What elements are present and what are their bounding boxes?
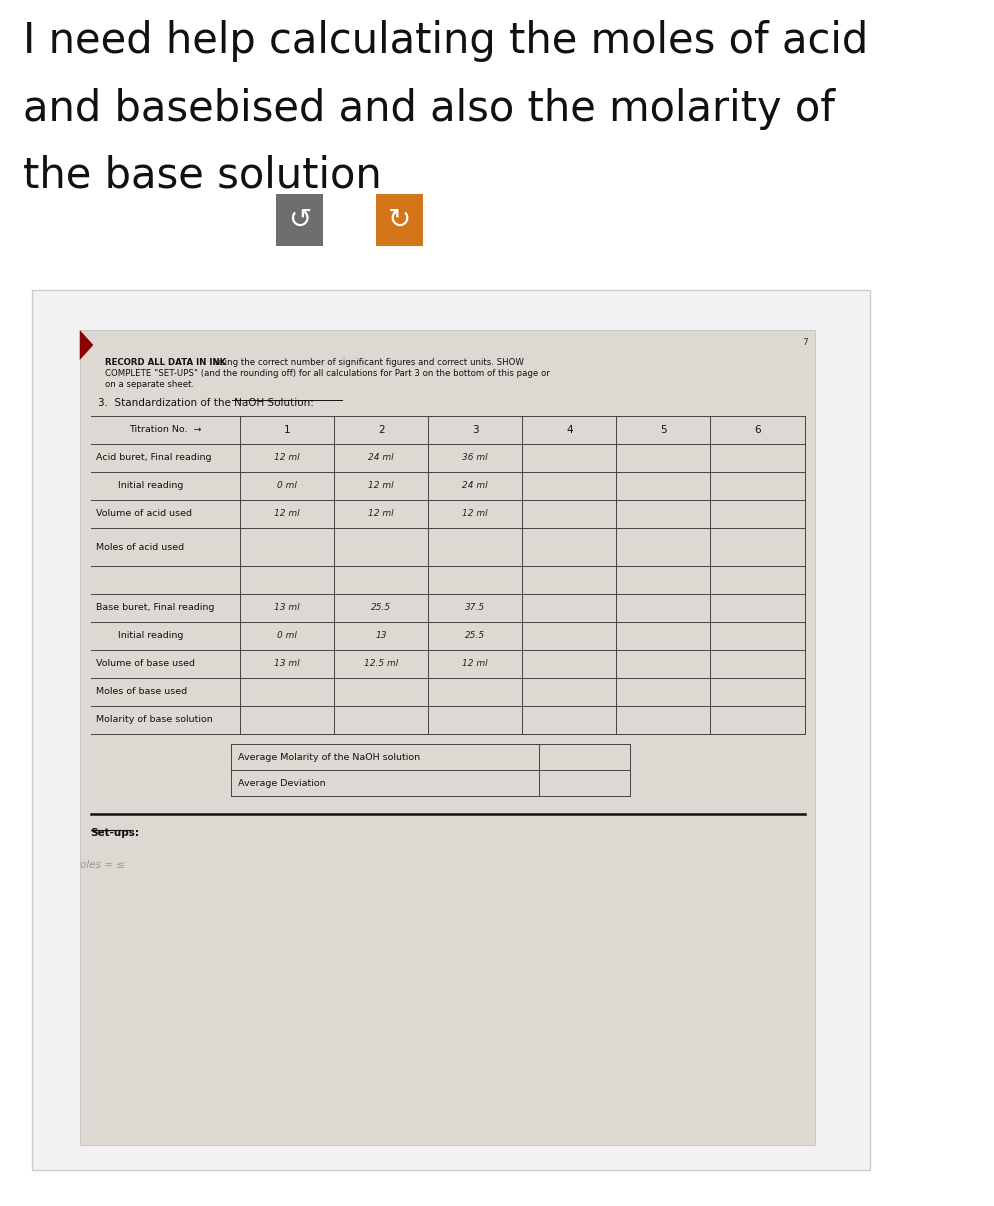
FancyBboxPatch shape [376, 194, 422, 246]
Text: COMPLETE "SET-UPS" (and the rounding off) for all calculations for Part 3 on the: COMPLETE "SET-UPS" (and the rounding off… [105, 369, 550, 377]
Text: 13 ml: 13 ml [274, 603, 299, 613]
Text: Average Molarity of the NaOH solution: Average Molarity of the NaOH solution [238, 753, 420, 761]
Text: 36 ml: 36 ml [462, 453, 488, 462]
Text: and basebised and also the molarity of: and basebised and also the molarity of [23, 88, 834, 130]
Text: ↺: ↺ [288, 206, 311, 234]
Bar [80, 330, 815, 1144]
Text: 0 ml: 0 ml [277, 632, 297, 640]
Text: Volume of acid used: Volume of acid used [96, 509, 192, 519]
Text: 3.  Standardization of the NaOH Solution:: 3. Standardization of the NaOH Solution: [97, 398, 313, 408]
Text: Set-ups:: Set-ups: [90, 829, 139, 838]
Text: 12.5 ml: 12.5 ml [364, 660, 398, 668]
Text: 1: 1 [283, 425, 290, 435]
Text: 24 ml: 24 ml [462, 481, 488, 491]
Text: Moles of base used: Moles of base used [96, 687, 187, 697]
Text: on a separate sheet.: on a separate sheet. [105, 380, 194, 390]
Bar [32, 289, 869, 1170]
Text: Molarity of base solution: Molarity of base solution [96, 715, 213, 725]
Text: using the correct number of significant figures and correct units. SHOW: using the correct number of significant … [212, 358, 524, 367]
Text: oles = ≤: oles = ≤ [80, 860, 124, 870]
Text: 12 ml: 12 ml [462, 509, 488, 519]
Text: 13: 13 [375, 632, 387, 640]
Text: 6: 6 [753, 425, 760, 435]
Text: ↻: ↻ [388, 206, 411, 234]
Text: the base solution: the base solution [23, 154, 381, 197]
Text: 2: 2 [378, 425, 384, 435]
Text: RECORD ALL DATA IN INK: RECORD ALL DATA IN INK [105, 358, 226, 367]
Text: 25.5: 25.5 [465, 632, 485, 640]
Text: Average Deviation: Average Deviation [238, 779, 326, 788]
Text: 5: 5 [659, 425, 666, 435]
Polygon shape [80, 330, 93, 361]
Text: I need help calculating the moles of acid: I need help calculating the moles of aci… [23, 21, 867, 62]
Text: Initial reading: Initial reading [117, 481, 183, 491]
Text: 12 ml: 12 ml [274, 453, 299, 462]
FancyBboxPatch shape [276, 194, 323, 246]
Text: 3: 3 [471, 425, 478, 435]
Text: 37.5: 37.5 [465, 603, 485, 613]
Text: Base buret, Final reading: Base buret, Final reading [96, 603, 214, 613]
Text: 12 ml: 12 ml [368, 481, 394, 491]
Text: 4: 4 [566, 425, 573, 435]
Text: Volume of base used: Volume of base used [96, 660, 195, 668]
Text: 25.5: 25.5 [371, 603, 391, 613]
Text: 13 ml: 13 ml [274, 660, 299, 668]
Text: Initial reading: Initial reading [117, 632, 183, 640]
Text: 12 ml: 12 ml [274, 509, 299, 519]
Text: 24 ml: 24 ml [368, 453, 394, 462]
Text: Moles of acid used: Moles of acid used [96, 543, 184, 551]
Text: Titration No.  →: Titration No. → [129, 426, 202, 434]
Text: 12 ml: 12 ml [462, 660, 488, 668]
Text: Acid buret, Final reading: Acid buret, Final reading [96, 453, 212, 462]
Text: 7: 7 [801, 338, 807, 347]
Text: 0 ml: 0 ml [277, 481, 297, 491]
Text: 12 ml: 12 ml [368, 509, 394, 519]
